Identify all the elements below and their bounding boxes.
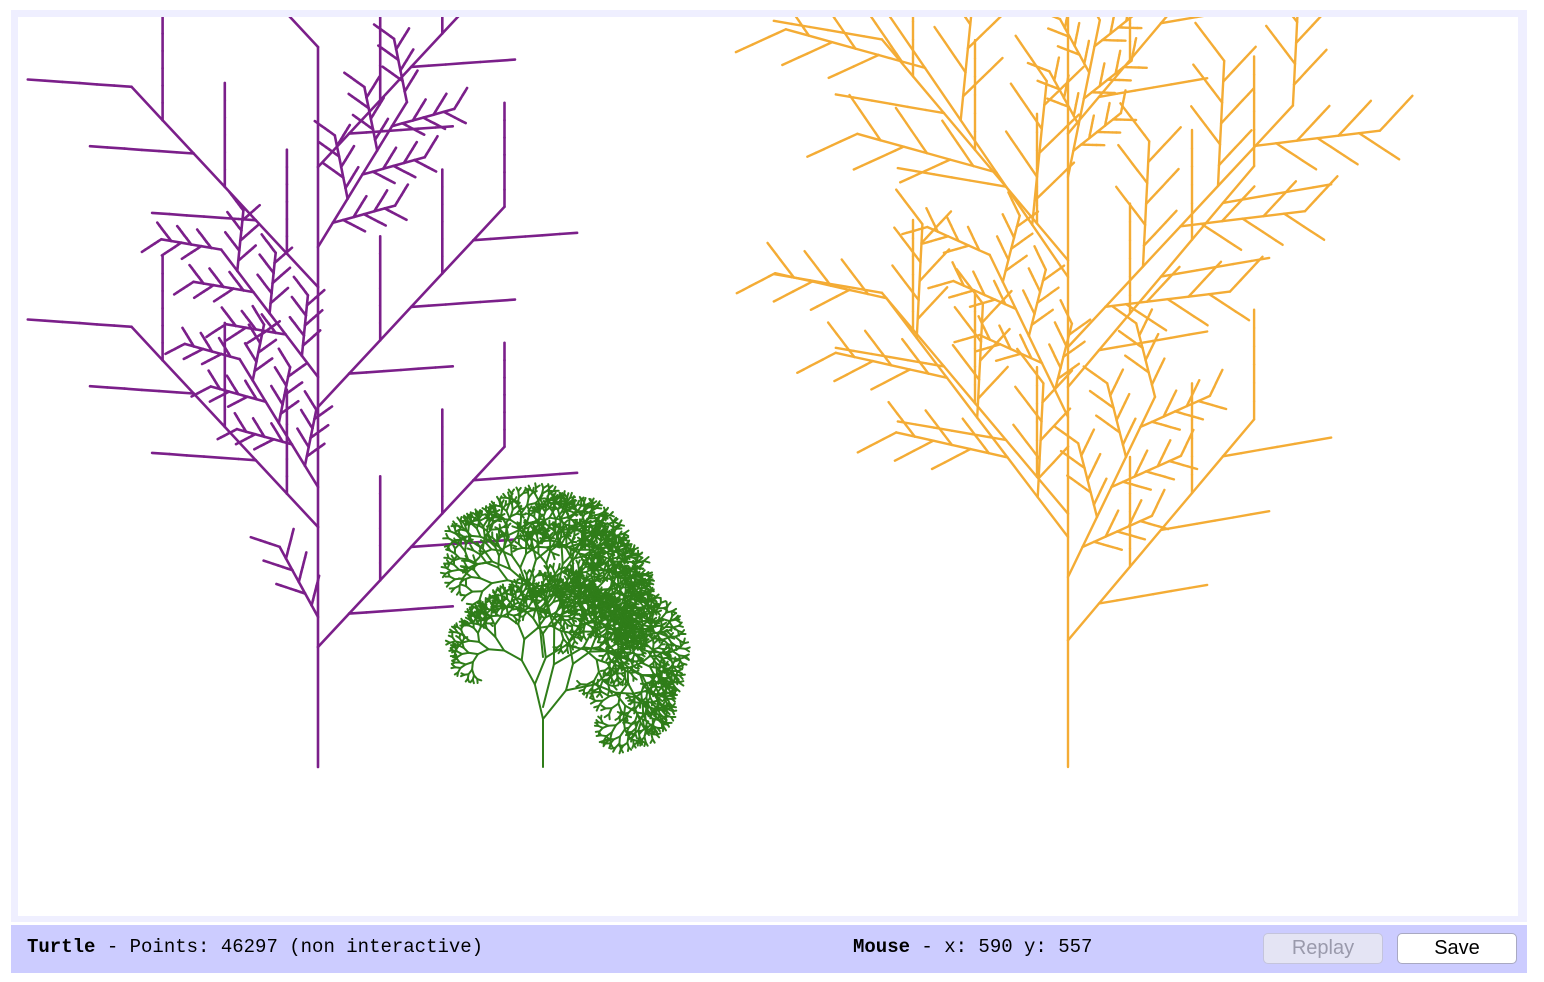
green-plant — [439, 482, 691, 768]
drawing-surface — [26, 17, 1414, 769]
save-button[interactable]: Save — [1397, 933, 1517, 964]
turtle-info: - Points: 46297 (non interactive) — [95, 936, 484, 958]
mouse-status: Mouse - x: 590 y: 557 — [853, 936, 1092, 958]
replay-button[interactable]: Replay — [1263, 933, 1383, 964]
purple-plant — [26, 17, 579, 769]
turtle-status: Turtle - Points: 46297 (non interactive) — [27, 936, 483, 958]
mouse-label: Mouse — [853, 936, 911, 958]
turtle-canvas[interactable] — [18, 17, 1518, 916]
orange-plant — [734, 17, 1414, 769]
mouse-coordinates: - x: 590 y: 557 — [910, 936, 1093, 958]
turtle-label: Turtle — [27, 936, 96, 958]
status-bar: Turtle - Points: 46297 (non interactive)… — [11, 925, 1527, 973]
